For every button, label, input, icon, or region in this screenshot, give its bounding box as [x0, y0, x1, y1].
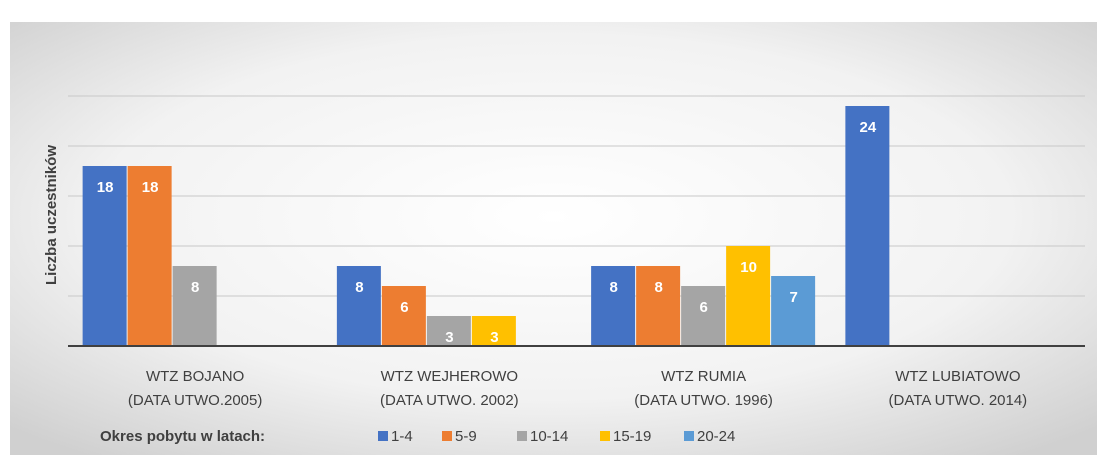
bar — [172, 266, 217, 346]
x-tick-label: (DATA UTWO. 2002) — [380, 392, 519, 409]
x-tick-label: (DATA UTWO. 2014) — [889, 392, 1028, 409]
legend-swatch — [684, 431, 694, 441]
legend-title: Okres pobytu w latach: — [100, 428, 265, 445]
x-tick-label: (DATA UTWO.2005) — [128, 392, 262, 409]
x-tick-label: WTZ RUMIA — [661, 368, 746, 385]
bar — [681, 286, 726, 346]
data-label: 3 — [445, 329, 453, 346]
data-label: 6 — [400, 299, 408, 316]
data-label: 8 — [654, 279, 662, 296]
data-label: 8 — [355, 279, 363, 296]
data-label: 8 — [609, 279, 617, 296]
legend-swatch — [442, 431, 452, 441]
bar — [726, 246, 771, 346]
data-label: 18 — [142, 179, 159, 196]
bar — [336, 266, 381, 346]
data-label: 10 — [740, 259, 757, 276]
bar — [771, 276, 816, 346]
legend-label: 20-24 — [697, 428, 735, 445]
bar — [636, 266, 681, 346]
bar — [381, 286, 426, 346]
chart-background — [10, 22, 1097, 455]
legend-swatch — [600, 431, 610, 441]
data-label: 3 — [490, 329, 498, 346]
bar — [82, 166, 127, 346]
x-tick-label: WTZ WEJHEROWO — [381, 368, 518, 385]
data-label: 24 — [860, 119, 877, 136]
data-label: 6 — [699, 299, 707, 316]
x-tick-label: WTZ BOJANO — [146, 368, 244, 385]
x-tick-label: WTZ LUBIATOWO — [895, 368, 1020, 385]
bar — [845, 106, 890, 346]
x-tick-label: (DATA UTWO. 1996) — [634, 392, 773, 409]
bar — [426, 316, 471, 346]
bar — [471, 316, 516, 346]
legend-label: 15-19 — [613, 428, 651, 445]
legend-label: 10-14 — [530, 428, 568, 445]
data-label: 7 — [789, 289, 797, 306]
bar — [591, 266, 636, 346]
data-label: 8 — [191, 279, 199, 296]
bar — [127, 166, 172, 346]
y-axis-label: Liczba uczestników — [43, 145, 60, 285]
legend-label: 5-9 — [455, 428, 477, 445]
data-label: 18 — [97, 179, 114, 196]
legend-swatch — [517, 431, 527, 441]
legend-label: 1-4 — [391, 428, 413, 445]
legend-swatch — [378, 431, 388, 441]
